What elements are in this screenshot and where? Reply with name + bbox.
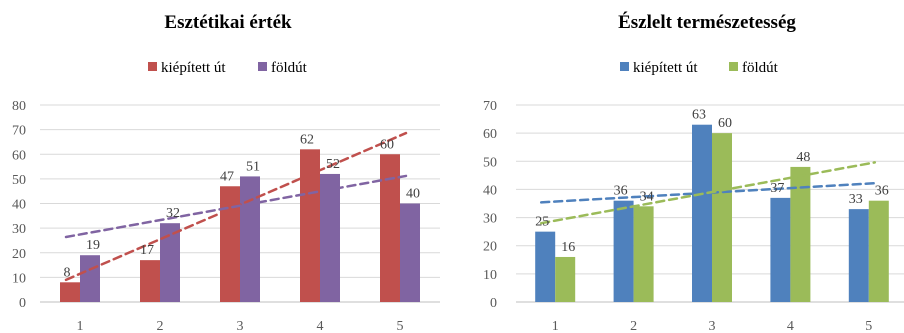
trendline-kiepitett-ut [539, 181, 877, 204]
data-label: 47 [220, 169, 234, 184]
legend-swatch-foldut [258, 62, 267, 71]
y-tick-label: 10 [12, 271, 26, 286]
bar-foldut [320, 173, 340, 302]
plot-area: 0 10 20 30 40 50 60 70 80 1 2 3 4 5 8 17 47 62 60 19 32 51 52 4… [12, 99, 440, 333]
x-tick-label: 1 [552, 319, 559, 333]
y-tick-label: 70 [483, 99, 497, 114]
y-tick-label: 60 [12, 148, 26, 163]
data-label: 60 [718, 116, 732, 131]
bar-foldut [240, 176, 260, 302]
y-tick-label: 40 [12, 198, 26, 213]
legend: kiépített út földút [620, 60, 779, 76]
legend-label-foldut: földút [271, 60, 308, 76]
bar-foldut [400, 203, 420, 302]
legend-label-kiepitett-ut: kiépített út [633, 60, 698, 76]
trendline-foldut [539, 161, 877, 225]
data-label: 48 [796, 150, 810, 165]
bar-kiepitett-ut [220, 186, 240, 302]
data-label: 8 [64, 265, 71, 280]
bar-foldut [555, 256, 576, 302]
bar-kiepitett-ut [535, 231, 556, 302]
bar-foldut [712, 133, 732, 302]
bar-foldut [80, 255, 100, 302]
data-label: 32 [166, 206, 180, 221]
bar-kiepitett-ut [613, 200, 634, 302]
data-label: 40 [406, 187, 420, 202]
bar-kiepitett-ut [692, 124, 712, 302]
y-tick-label: 20 [483, 240, 497, 255]
bar-foldut [633, 206, 654, 302]
data-label: 51 [246, 159, 260, 174]
data-label: 60 [380, 137, 394, 152]
x-tick-label: 1 [77, 319, 84, 333]
bar-foldut [790, 166, 811, 302]
bar-kiepitett-ut [770, 197, 791, 302]
data-label: 52 [326, 157, 340, 172]
bar-kiepitett-ut [60, 282, 80, 302]
legend: kiépített út földút [148, 60, 308, 76]
x-tick-label: 5 [397, 319, 404, 333]
chart-eszlelt-termeszetesseg: Észlelt természetesség kiépített út föld… [483, 11, 904, 333]
bar-kiepitett-ut [380, 154, 400, 302]
data-label: 17 [140, 243, 154, 258]
legend-label-kiepitett-ut: kiépített út [161, 60, 226, 76]
x-tick-label: 4 [787, 319, 794, 333]
legend-swatch-kiepitett-ut [148, 62, 157, 71]
bar-kiepitett-ut [848, 209, 869, 302]
data-label: 37 [770, 181, 784, 196]
data-label: 25 [535, 215, 549, 230]
y-tick-label: 80 [12, 99, 26, 114]
y-tick-label: 50 [483, 155, 497, 170]
x-tick-label: 2 [630, 319, 637, 333]
y-tick-label: 50 [12, 173, 26, 188]
y-tick-label: 10 [483, 268, 497, 283]
x-tick-label: 4 [317, 319, 324, 333]
data-label: 16 [561, 240, 575, 255]
x-tick-label: 3 [237, 319, 244, 333]
bar-kiepitett-ut [300, 149, 320, 302]
data-label: 36 [875, 184, 889, 199]
y-tick-label: 30 [483, 212, 497, 227]
chart-title: Esztétikai érték [164, 12, 292, 33]
bar-foldut [868, 200, 889, 302]
data-label: 62 [300, 132, 314, 147]
x-tick-label: 3 [709, 319, 716, 333]
data-label: 34 [640, 189, 654, 204]
data-label: 19 [86, 238, 100, 253]
data-label: 36 [614, 184, 628, 199]
x-tick-label: 5 [865, 319, 872, 333]
chart-esztetikai-ertek: Esztétikai érték kiépített út földút 0 10… [12, 12, 440, 333]
trendline-foldut [64, 174, 408, 239]
y-tick-label: 0 [19, 296, 26, 311]
bar-foldut [160, 223, 180, 302]
y-tick-label: 70 [12, 124, 26, 139]
data-label: 63 [692, 108, 706, 123]
chart-title: Észlelt természetesség [618, 11, 796, 33]
y-tick-label: 0 [490, 296, 497, 311]
x-tick-label: 2 [157, 319, 164, 333]
legend-label-foldut: földút [742, 60, 779, 76]
y-tick-label: 60 [483, 127, 497, 142]
bar-kiepitett-ut [140, 260, 160, 302]
y-tick-label: 30 [12, 222, 26, 237]
legend-swatch-kiepitett-ut [620, 62, 629, 71]
data-label: 33 [849, 192, 863, 207]
legend-swatch-foldut [729, 62, 738, 71]
y-tick-label: 20 [12, 247, 26, 262]
y-tick-label: 40 [483, 183, 497, 198]
